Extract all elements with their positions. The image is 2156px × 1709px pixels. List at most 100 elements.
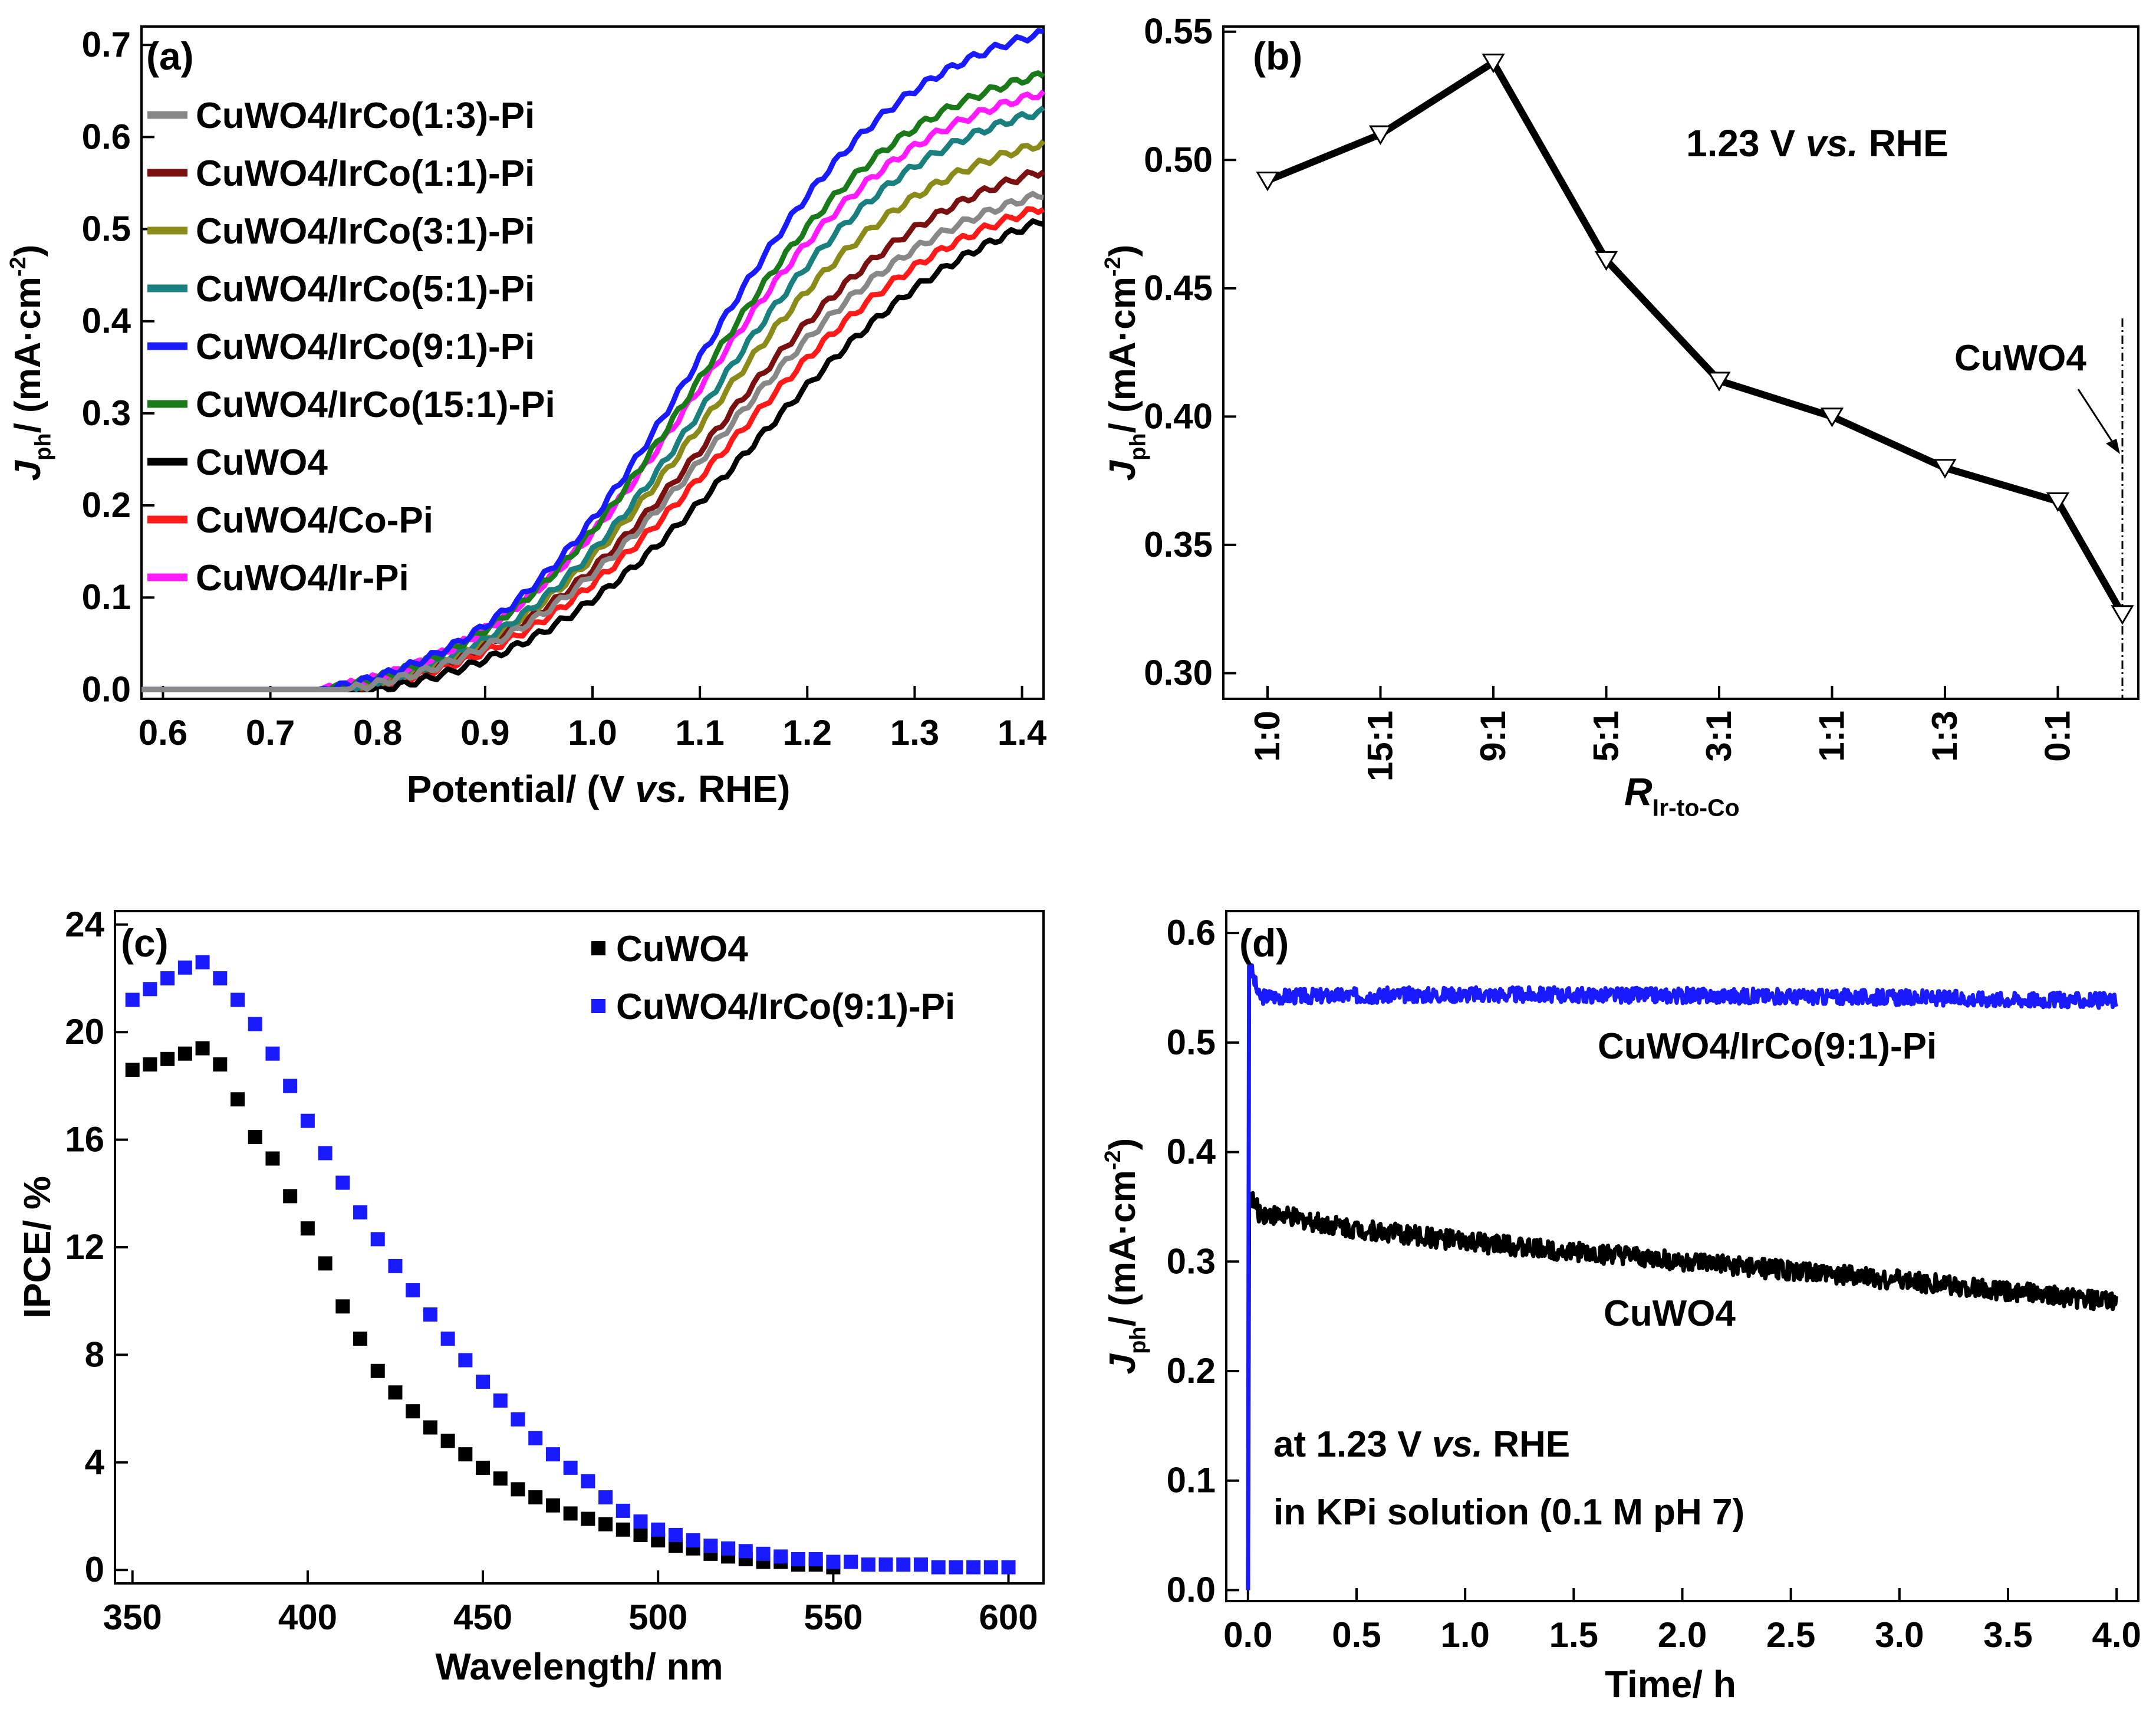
x-axis-title: Wavelength/ nm — [435, 1645, 723, 1688]
data-point — [563, 1460, 578, 1475]
y-axis-title: IPCE/ % — [16, 1176, 58, 1319]
annotation: at 1.23 V vs. RHE — [1273, 1424, 1570, 1465]
series-line — [141, 190, 1044, 692]
y-axis-title-part: / (mA·cm — [1102, 1170, 1143, 1326]
data-point — [248, 1130, 262, 1145]
data-point — [300, 1113, 315, 1128]
annotation-arrow — [2077, 389, 2118, 449]
data-point — [1368, 125, 1393, 146]
data-point — [160, 1051, 175, 1066]
data-point — [615, 1522, 630, 1537]
x-tick-label: 1:0 — [1247, 711, 1287, 762]
x-tick-label: 0.9 — [460, 713, 509, 752]
data-point — [1001, 1560, 1016, 1575]
data-point — [1707, 372, 1731, 392]
y-tick-label: 8 — [85, 1335, 104, 1374]
y-tick-label: 0.35 — [1144, 525, 1213, 564]
legend-label: CuWO4 — [196, 442, 328, 483]
y-tick-label: 0 — [85, 1550, 104, 1589]
panel-b: 0.30 0.35 0.40 0.45 0.50 0.55 1:0 15:1 9:1 5:1 3:1… — [1101, 12, 2139, 821]
data-point — [511, 1412, 525, 1427]
legend-label: CuWO4/IrCo(5:1)-Pi — [196, 269, 535, 310]
data-point — [983, 1560, 998, 1575]
x-tick-label: 0.6 — [139, 713, 187, 752]
data-point — [318, 1146, 333, 1161]
data-point — [388, 1258, 403, 1273]
x-tick-label: 1.4 — [998, 713, 1047, 752]
annotation-arrowhead — [2106, 439, 2120, 454]
y-tick-label: 0.5 — [1167, 1023, 1216, 1062]
data-point — [458, 1447, 473, 1462]
y-tick-label: 0.5 — [82, 209, 131, 249]
y-tick-label: 0.2 — [1167, 1351, 1216, 1391]
x-tick-label: 500 — [628, 1598, 687, 1637]
y-axis-title: Jph/ (mA·cm-2) — [1101, 245, 1150, 481]
y-tick-label: 0.1 — [82, 577, 131, 617]
y-axis-title-part: -2 — [6, 257, 31, 277]
panel-a: 0.6 0.7 0.8 0.9 1.0 1.1 1.2 1.3 1.4 0.0 0.1 0.2 0.3 0… — [6, 25, 1047, 810]
data-point — [476, 1375, 491, 1389]
x-axis-title: RIr-to-Co — [1624, 770, 1740, 821]
data-point — [125, 1063, 140, 1077]
legend-label: CuWO4/Ir-Pi — [196, 558, 409, 599]
legend-label: CuWO4/IrCo(15:1)-Pi — [196, 384, 555, 425]
y-tick-label: 0.3 — [1167, 1241, 1216, 1281]
y-axis-title-part: ) — [1102, 245, 1143, 257]
annotation-part: 1.23 V — [1686, 122, 1806, 165]
x-tick-label: 1.2 — [783, 713, 832, 752]
annotation-part: vs. — [1432, 1424, 1483, 1465]
y-tick-label: 0.45 — [1144, 268, 1213, 308]
data-point — [177, 1046, 192, 1061]
x-tick-label: 3.0 — [1875, 1615, 1924, 1655]
data-point — [370, 1363, 385, 1378]
data-point — [318, 1256, 333, 1271]
y-tick-label: 0.0 — [1167, 1570, 1216, 1609]
x-tick-label: 3:1 — [1699, 711, 1739, 762]
y-axis-title-part: -2 — [1101, 1150, 1125, 1170]
data-point — [756, 1546, 771, 1561]
y-tick-label: 0.6 — [82, 117, 131, 156]
y-axis-title: Jph/ (mA·cm-2) — [1101, 1138, 1150, 1375]
x-tick-label: 1.3 — [890, 713, 939, 752]
data-point — [177, 960, 192, 975]
data-point — [160, 971, 175, 985]
data-point — [493, 1471, 508, 1486]
y-axis-title-part: ph — [31, 433, 55, 460]
data-point — [143, 1057, 157, 1072]
panel-label: (a) — [146, 34, 194, 78]
x-tick-label: 0.0 — [1223, 1615, 1272, 1655]
x-tick-label: 550 — [804, 1598, 863, 1637]
x-tick-label: 0.7 — [246, 713, 295, 752]
annotation: in KPi solution (0.1 M pH 7) — [1273, 1492, 1744, 1533]
data-point — [283, 1079, 298, 1093]
legend-label: CuWO4/IrCo(3:1)-Pi — [196, 211, 535, 252]
y-axis-title-part: ) — [8, 245, 48, 257]
data-point — [231, 992, 245, 1007]
panel-c: 350 400 450 500 550 600 0 4 8 12 16 20 24 CuWO4 CuWO4/… — [16, 905, 1045, 1688]
y-tick-label: 0.2 — [82, 485, 131, 525]
data-point — [213, 1057, 228, 1072]
x-axis-title: Potential/ (V vs. RHE) — [407, 768, 791, 810]
legend-marker — [591, 941, 605, 955]
data-point — [1933, 459, 1957, 479]
x-tick-label: 15:1 — [1361, 711, 1400, 781]
y-tick-label: 12 — [65, 1227, 104, 1267]
data-point — [651, 1522, 666, 1537]
legend-label: CuWO4 — [616, 929, 748, 969]
legend-label: CuWO4/IrCo(1:1)-Pi — [196, 153, 535, 194]
legend-label: CuWO4/Co-Pi — [196, 500, 433, 541]
data-point — [195, 1041, 210, 1056]
data-point — [423, 1420, 437, 1435]
y-axis-title-part: ph — [1125, 1326, 1150, 1353]
data-point — [476, 1460, 491, 1475]
data-point — [423, 1307, 437, 1322]
y-axis-title: Jph/ (mA·cm-2) — [6, 245, 55, 481]
data-point — [773, 1549, 788, 1564]
x-tick-label: 3.5 — [1983, 1615, 2032, 1655]
y-tick-label: 0.4 — [1167, 1132, 1216, 1172]
data-point — [703, 1539, 718, 1553]
data-point — [581, 1474, 595, 1488]
y-tick-label: 16 — [65, 1120, 104, 1159]
data-point — [265, 1046, 280, 1061]
